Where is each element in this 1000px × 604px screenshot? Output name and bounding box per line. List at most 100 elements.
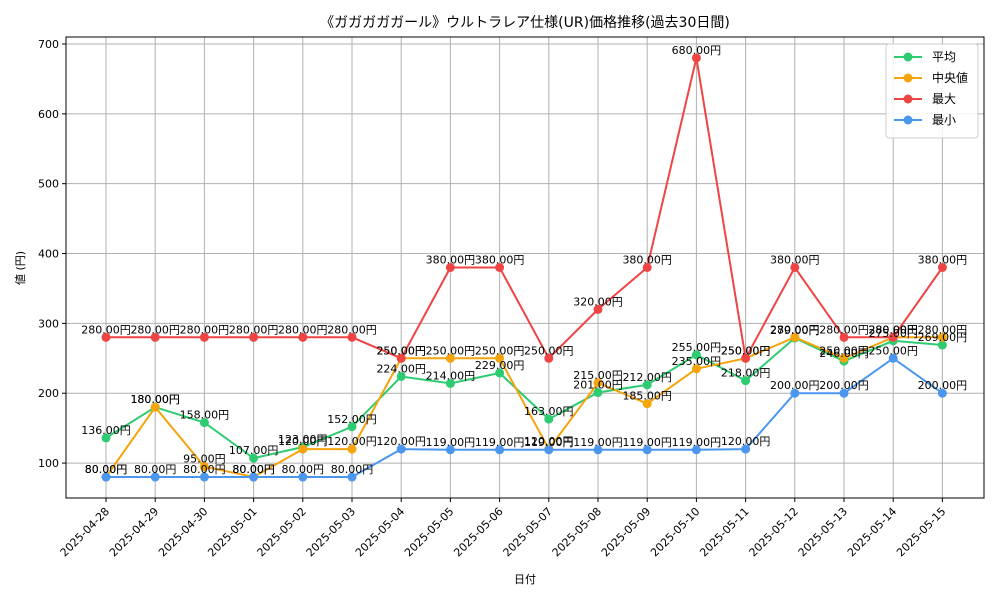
data-label: 380.00円 <box>622 254 672 267</box>
data-point <box>642 380 652 390</box>
data-label: 185.00円 <box>622 390 672 403</box>
data-point <box>839 388 849 398</box>
data-point <box>790 263 800 272</box>
data-point <box>937 340 947 350</box>
data-point <box>790 388 800 398</box>
data-label: 80.00円 <box>282 463 325 476</box>
data-label: 680.00円 <box>672 44 722 57</box>
data-point <box>691 350 701 360</box>
data-point <box>937 388 947 398</box>
data-point <box>937 332 947 342</box>
data-label: 246.00円 <box>819 347 869 360</box>
data-point <box>593 378 603 388</box>
data-point <box>199 462 209 472</box>
data-label: 269.00円 <box>918 331 968 344</box>
data-label: 119.00円 <box>672 436 722 449</box>
data-label: 200.00円 <box>819 379 869 392</box>
data-point <box>101 332 111 342</box>
data-label: 279.00円 <box>770 324 820 337</box>
data-label: 119.00円 <box>426 436 476 449</box>
data-point <box>347 332 357 342</box>
data-point <box>298 332 308 342</box>
data-point <box>593 388 603 398</box>
y-tick-label: 200 <box>38 387 59 400</box>
data-label: 120.00円 <box>327 435 377 448</box>
data-label: 180.00円 <box>130 393 180 406</box>
data-point <box>347 422 357 432</box>
data-point <box>839 353 849 363</box>
data-label: 152.00円 <box>327 413 377 426</box>
data-point <box>445 445 455 455</box>
data-point <box>495 263 505 272</box>
data-label: 119.00円 <box>573 436 623 449</box>
data-point <box>396 371 406 381</box>
data-point <box>445 353 455 363</box>
y-tick-label: 100 <box>38 457 59 470</box>
series-layer <box>101 53 947 482</box>
data-label: 280.00円 <box>278 323 328 336</box>
data-point <box>642 263 652 272</box>
data-label: 280.00円 <box>130 323 180 336</box>
data-label: 95.00円 <box>183 453 226 466</box>
data-label: 218.00円 <box>721 367 771 380</box>
data-point <box>691 364 701 374</box>
data-point <box>544 445 554 455</box>
data-label: 119.00円 <box>524 436 574 449</box>
data-label: 107.00円 <box>229 444 279 457</box>
data-point <box>741 376 751 386</box>
data-label: 80.00円 <box>183 463 226 476</box>
data-label: 280.00円 <box>819 323 869 336</box>
legend-swatch-marker <box>903 52 913 62</box>
data-label: 380.00円 <box>770 254 820 267</box>
data-label: 120.00円 <box>376 435 426 448</box>
data-label: 280.00円 <box>918 323 968 336</box>
data-label: 280.00円 <box>868 323 918 336</box>
data-label: 250.00円 <box>819 344 869 357</box>
data-point <box>249 332 259 342</box>
data-label: 255.00円 <box>672 341 722 354</box>
series-3 <box>101 353 947 482</box>
data-point <box>495 368 505 378</box>
data-point <box>691 53 701 63</box>
data-point <box>888 332 898 342</box>
legend-label: 平均 <box>932 50 956 64</box>
data-point <box>347 472 357 482</box>
data-label: 250.00円 <box>868 344 918 357</box>
data-label: 120.00円 <box>721 435 771 448</box>
data-point <box>298 444 308 454</box>
data-point <box>593 304 603 314</box>
data-point <box>199 332 209 342</box>
data-point <box>347 444 357 454</box>
legend-label: 最小 <box>932 113 956 127</box>
data-label: 180.00円 <box>130 393 180 406</box>
data-point <box>101 472 111 482</box>
data-point <box>150 332 160 342</box>
y-axis-label: 値 (円) <box>14 251 27 285</box>
data-point <box>101 433 111 443</box>
series-line <box>105 336 943 479</box>
data-point <box>790 332 800 342</box>
y-tick-label: 700 <box>38 38 59 51</box>
data-label: 320.00円 <box>573 295 623 308</box>
data-label: 280.00円 <box>868 323 918 336</box>
data-label: 80.00円 <box>232 463 275 476</box>
data-point <box>396 444 406 454</box>
data-label: 250.00円 <box>721 344 771 357</box>
data-label: 380.00円 <box>918 254 968 267</box>
data-point <box>839 332 849 342</box>
data-point <box>741 444 751 454</box>
data-point <box>249 453 259 463</box>
plot-frame <box>65 36 985 499</box>
legend-label: 中央値 <box>932 70 968 85</box>
data-label: 280.00円 <box>81 323 131 336</box>
data-point <box>544 414 554 424</box>
data-label: 250.00円 <box>721 344 771 357</box>
data-label: 280.00円 <box>180 323 230 336</box>
data-point <box>544 353 554 363</box>
y-tick-label: 300 <box>38 317 59 330</box>
data-label: 380.00円 <box>426 254 476 267</box>
data-label: 80.00円 <box>85 463 128 476</box>
